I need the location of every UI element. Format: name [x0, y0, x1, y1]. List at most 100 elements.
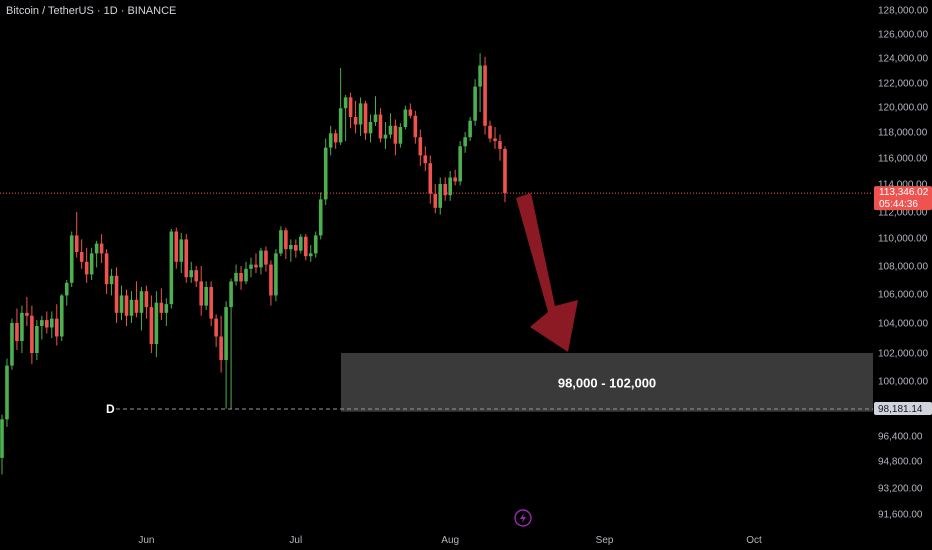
candle[interactable] — [398, 123, 403, 148]
candle[interactable] — [279, 226, 283, 257]
candle[interactable] — [289, 239, 293, 262]
candle[interactable] — [0, 414, 4, 475]
candle[interactable] — [353, 101, 358, 134]
candle[interactable] — [493, 127, 497, 149]
candle[interactable] — [219, 315, 223, 373]
candle[interactable] — [30, 305, 34, 365]
candle[interactable] — [10, 318, 14, 370]
candle[interactable] — [154, 291, 159, 358]
candle[interactable] — [129, 291, 134, 323]
candle[interactable] — [463, 132, 467, 153]
candle[interactable] — [408, 103, 413, 119]
candle[interactable] — [174, 227, 179, 269]
candle[interactable] — [94, 240, 99, 268]
candle[interactable] — [328, 125, 333, 156]
candle[interactable] — [418, 129, 423, 166]
candle[interactable] — [99, 234, 104, 264]
candle[interactable] — [453, 169, 457, 186]
candle[interactable] — [433, 184, 438, 214]
candle[interactable] — [15, 308, 19, 351]
candle[interactable] — [159, 288, 164, 321]
candle[interactable] — [423, 146, 428, 171]
candle[interactable] — [229, 278, 233, 409]
candle[interactable] — [299, 234, 303, 254]
candle[interactable] — [25, 296, 29, 326]
candle[interactable] — [40, 315, 44, 340]
candle[interactable] — [343, 95, 348, 142]
candle[interactable] — [264, 246, 268, 272]
candle[interactable] — [79, 239, 84, 269]
down-arrow-drawing[interactable] — [516, 193, 578, 352]
candle[interactable] — [259, 247, 263, 275]
candle[interactable] — [119, 285, 124, 321]
candle[interactable] — [373, 96, 378, 126]
candle[interactable] — [214, 314, 218, 347]
candle[interactable] — [363, 101, 368, 140]
candle[interactable] — [338, 68, 343, 145]
candle[interactable] — [468, 117, 472, 142]
candle[interactable] — [234, 264, 238, 286]
candle[interactable] — [109, 268, 114, 296]
candle[interactable] — [323, 138, 328, 206]
candle[interactable] — [473, 79, 477, 126]
candle[interactable] — [368, 114, 373, 143]
candle[interactable] — [388, 113, 393, 139]
candle[interactable] — [169, 228, 174, 309]
candle[interactable] — [149, 295, 154, 353]
candle[interactable] — [209, 281, 213, 326]
candle[interactable] — [114, 267, 119, 323]
candle[interactable] — [139, 287, 144, 331]
candle[interactable] — [54, 304, 59, 346]
candle[interactable] — [35, 320, 39, 360]
candle[interactable] — [284, 227, 288, 259]
candle[interactable] — [45, 311, 49, 334]
candle[interactable] — [403, 105, 408, 130]
candle[interactable] — [244, 261, 248, 285]
candle[interactable] — [84, 247, 89, 283]
candle[interactable] — [383, 122, 388, 149]
candle[interactable] — [20, 305, 24, 353]
candle[interactable] — [478, 53, 482, 112]
candle[interactable] — [59, 294, 64, 341]
candle[interactable] — [204, 281, 208, 310]
candle[interactable] — [294, 239, 298, 258]
candle[interactable] — [224, 301, 228, 409]
target-zone-box[interactable] — [341, 353, 873, 412]
candle[interactable] — [249, 257, 253, 278]
candle[interactable] — [483, 56, 487, 135]
candle[interactable] — [69, 231, 74, 288]
candle[interactable] — [189, 261, 194, 283]
candle[interactable] — [144, 285, 149, 319]
candle[interactable] — [458, 141, 462, 186]
candle[interactable] — [498, 134, 502, 161]
candle[interactable] — [5, 358, 9, 427]
candle[interactable] — [50, 311, 54, 338]
candle[interactable] — [313, 231, 318, 258]
time-axis[interactable]: Jun Jul Aug Sep Oct — [138, 535, 762, 546]
candle[interactable] — [199, 266, 203, 316]
candle[interactable] — [64, 280, 69, 306]
candle[interactable] — [438, 177, 443, 215]
candle[interactable] — [378, 108, 383, 143]
candle[interactable] — [89, 247, 94, 280]
candle[interactable] — [104, 249, 109, 294]
candle[interactable] — [348, 92, 353, 129]
candle[interactable] — [358, 97, 363, 136]
candle[interactable] — [179, 232, 184, 273]
candle[interactable] — [448, 171, 452, 201]
candle[interactable] — [303, 234, 308, 261]
candle[interactable] — [124, 289, 129, 326]
candle[interactable] — [239, 266, 243, 290]
candle[interactable] — [164, 298, 169, 326]
candle[interactable] — [254, 253, 258, 273]
candle[interactable] — [503, 146, 507, 203]
candle[interactable] — [428, 155, 433, 204]
candle[interactable] — [184, 234, 189, 283]
candle[interactable] — [318, 192, 323, 240]
candle[interactable] — [134, 281, 139, 318]
candle[interactable] — [274, 249, 278, 302]
candle[interactable] — [308, 245, 313, 262]
lightning-icon[interactable] — [514, 509, 532, 527]
